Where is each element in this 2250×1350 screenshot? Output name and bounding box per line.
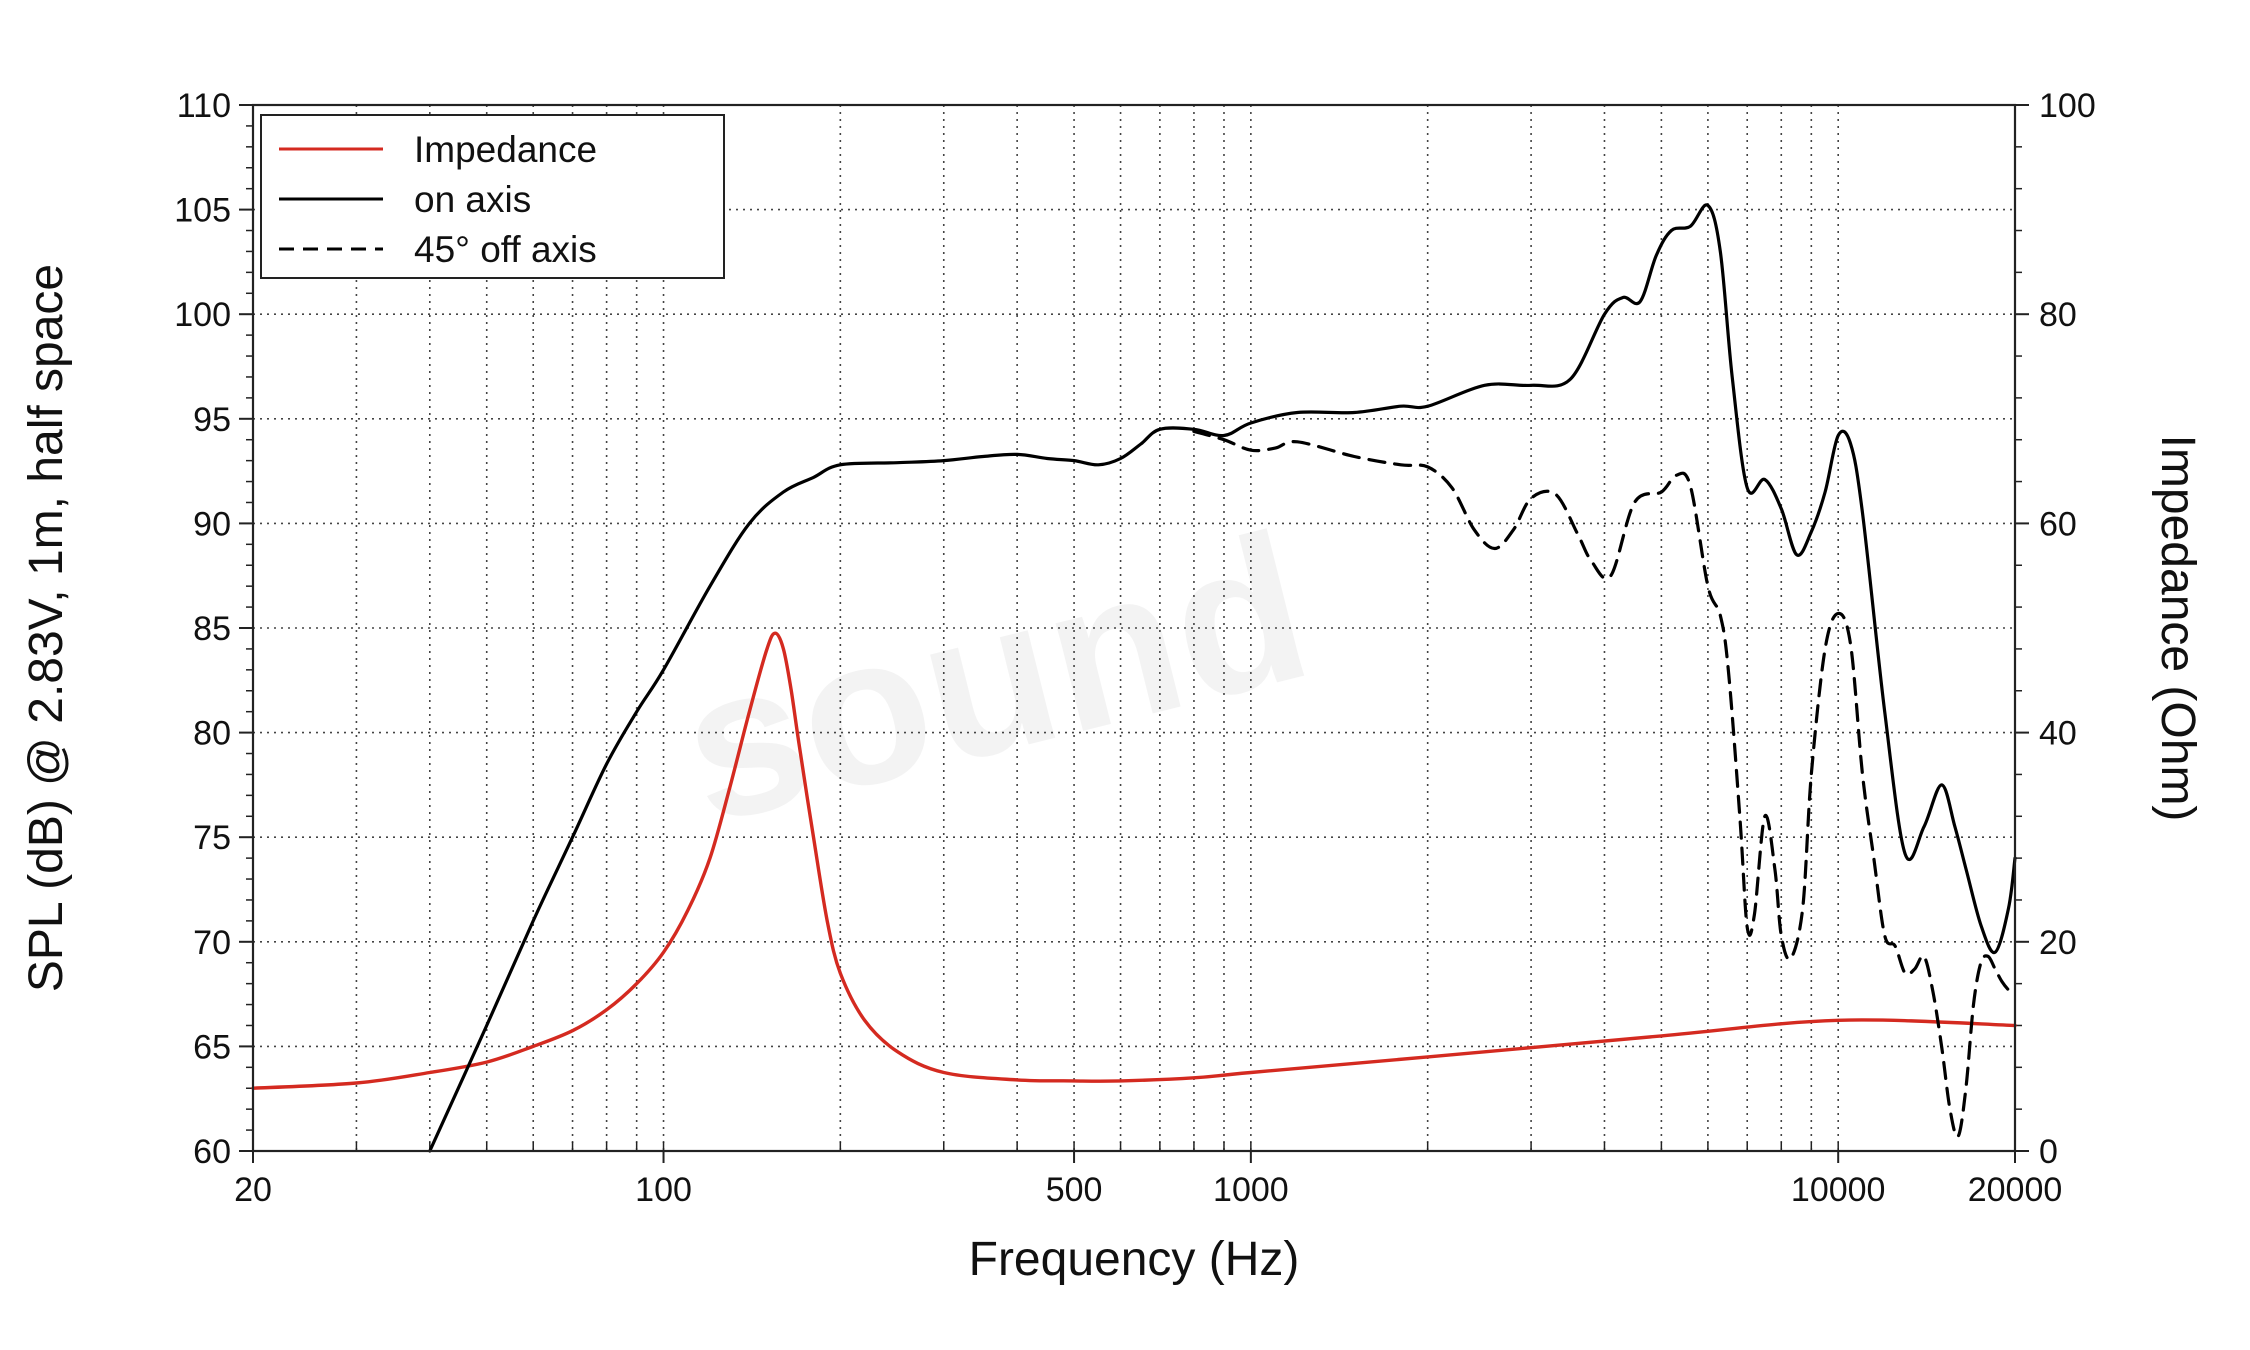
y-tick-label: 95 <box>193 401 231 439</box>
y2-tick-label: 20 <box>2039 924 2077 962</box>
y-tick-label: 75 <box>193 819 231 857</box>
x-tick-label: 100 <box>635 1171 692 1209</box>
watermark-text: sound <box>661 488 1329 868</box>
legend-box <box>260 114 725 279</box>
y-tick-label: 70 <box>193 924 231 962</box>
y2-tick-label: 0 <box>2039 1133 2058 1171</box>
y-tick-label: 90 <box>193 505 231 543</box>
y2-tick-label: 60 <box>2039 505 2077 543</box>
y-tick-label: 110 <box>177 87 231 125</box>
series-lines <box>251 203 2017 1153</box>
y2-axis-title: Impedance (Ohm) <box>2151 435 2204 822</box>
y-tick-label: 100 <box>174 296 231 334</box>
x-axis-title: Frequency (Hz) <box>969 1233 1300 1286</box>
plot-frame <box>251 103 2017 1153</box>
y-tick-label: 105 <box>174 192 231 230</box>
y2-tick-label: 80 <box>2039 296 2077 334</box>
axis-ticks <box>239 104 2029 1163</box>
tick-labels: 60 65 70 75 80 85 90 95 100 105 110 0 20 40 60 80 100 20 1… <box>174 87 2095 1209</box>
y-tick-label: 85 <box>193 610 231 648</box>
y-tick-label: 60 <box>193 1133 231 1171</box>
x-tick-label: 500 <box>1046 1171 1103 1209</box>
impedance-line <box>251 631 2017 1090</box>
on-axis-line <box>428 203 2017 1153</box>
x-tick-label: 1000 <box>1213 1171 1289 1209</box>
watermark: sound <box>661 488 1329 868</box>
legend: Impedance on axis 45° off axis <box>260 114 725 279</box>
legend-label-impedance: Impedance <box>414 129 597 170</box>
legend-label-off-axis: 45° off axis <box>414 229 597 270</box>
y2-tick-label: 40 <box>2039 715 2077 753</box>
x-tick-label: 20 <box>234 1171 272 1209</box>
y-axis-title: SPL (dB) @ 2.83V, 1m, half space <box>20 264 73 992</box>
off-axis-line <box>1192 429 2017 1139</box>
y2-tick-label: 100 <box>2039 87 2096 125</box>
y-tick-label: 65 <box>193 1028 231 1066</box>
x-tick-label: 10000 <box>1791 1171 1886 1209</box>
y-tick-label: 80 <box>193 715 231 753</box>
legend-label-on-axis: on axis <box>414 179 531 220</box>
x-tick-label: 20000 <box>1968 1171 2063 1209</box>
